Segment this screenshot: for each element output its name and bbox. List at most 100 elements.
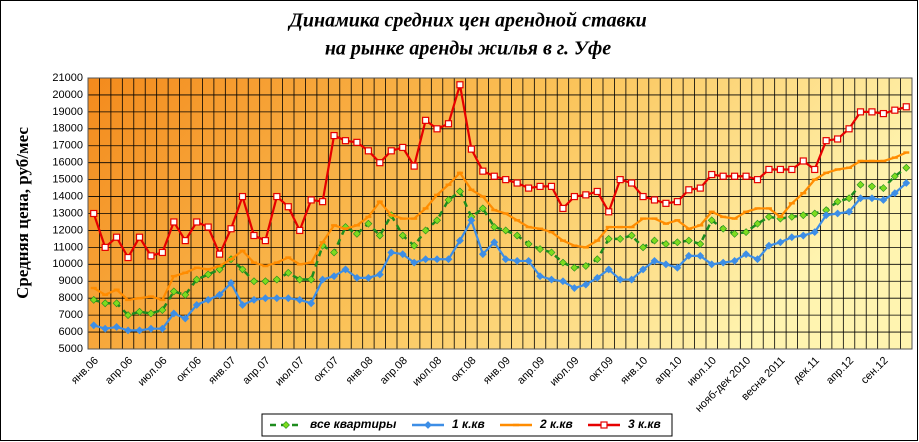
point: [444, 120, 453, 128]
point: [398, 231, 407, 240]
point: [158, 248, 166, 257]
point: [364, 219, 373, 228]
point: [273, 261, 280, 264]
y-tick-label: 19000: [52, 106, 83, 118]
point: [743, 210, 750, 214]
point: [605, 225, 612, 229]
point: [868, 159, 875, 163]
point: [135, 326, 144, 335]
point: [856, 108, 865, 116]
point: [833, 209, 842, 218]
legend-marker: [513, 423, 519, 427]
point: [902, 163, 911, 172]
point: [101, 299, 110, 308]
point: [112, 299, 121, 308]
point: [491, 208, 498, 212]
point: [685, 227, 692, 230]
point: [890, 172, 899, 181]
point: [765, 212, 773, 221]
legend-marker: [600, 421, 608, 429]
point: [707, 216, 716, 225]
point: [787, 233, 796, 242]
point: [124, 253, 132, 262]
point: [787, 212, 796, 221]
point: [205, 268, 212, 271]
point: [719, 224, 728, 233]
point: [387, 248, 396, 257]
y-tick-label: 9000: [59, 275, 83, 287]
point: [754, 207, 761, 210]
point: [341, 265, 350, 274]
point: [651, 217, 658, 220]
point: [537, 227, 544, 230]
legend-label: 1 к.кв: [452, 417, 485, 431]
point: [387, 147, 395, 155]
point: [239, 249, 246, 252]
point: [639, 243, 647, 252]
point: [719, 172, 727, 180]
point: [90, 286, 97, 290]
point: [524, 240, 533, 248]
point: [582, 246, 589, 249]
point: [193, 218, 201, 226]
legend-label: все квартиры: [310, 417, 397, 431]
point: [742, 228, 750, 237]
point: [833, 197, 842, 206]
point: [467, 145, 475, 153]
y-tick-label: 16000: [52, 157, 83, 169]
point: [513, 257, 522, 265]
point: [593, 187, 601, 196]
point: [456, 187, 464, 196]
point: [272, 294, 281, 303]
point: [238, 301, 247, 309]
point: [856, 194, 865, 203]
point: [399, 143, 407, 152]
point: [765, 165, 773, 174]
point: [169, 309, 178, 318]
point: [182, 271, 189, 274]
point: [341, 137, 350, 145]
point: [158, 324, 167, 333]
point: [502, 176, 510, 184]
point: [262, 264, 269, 268]
y-tick-label: 10000: [52, 258, 83, 270]
point: [501, 226, 510, 235]
point: [559, 204, 567, 213]
point: [295, 275, 304, 284]
point: [490, 172, 498, 180]
point: [593, 255, 602, 264]
point: [868, 182, 876, 191]
point: [170, 274, 177, 278]
point: [181, 237, 189, 245]
point: [147, 309, 155, 318]
point: [593, 273, 602, 282]
point: [433, 255, 441, 264]
point: [479, 167, 487, 175]
point: [627, 231, 636, 240]
point: [169, 287, 178, 296]
point: [514, 219, 521, 222]
point: [902, 103, 910, 111]
y-tick-label: 7000: [59, 309, 83, 321]
point: [639, 192, 647, 201]
chart-title: Динамика средних цен арендной ставки: [287, 10, 647, 32]
point: [433, 216, 441, 225]
point: [444, 255, 453, 264]
point: [261, 294, 270, 303]
point: [868, 108, 876, 116]
point: [89, 295, 98, 304]
point: [307, 275, 316, 284]
legend-label: 2 к.кв: [539, 417, 573, 431]
y-tick-label: 6000: [59, 326, 83, 338]
point: [605, 208, 613, 216]
point: [444, 196, 453, 204]
point: [846, 166, 853, 169]
point: [330, 248, 338, 257]
point: [136, 296, 143, 300]
point: [422, 116, 430, 124]
point: [880, 159, 887, 163]
point: [811, 178, 818, 181]
point: [101, 324, 110, 333]
point: [376, 200, 383, 203]
point: [628, 179, 636, 187]
